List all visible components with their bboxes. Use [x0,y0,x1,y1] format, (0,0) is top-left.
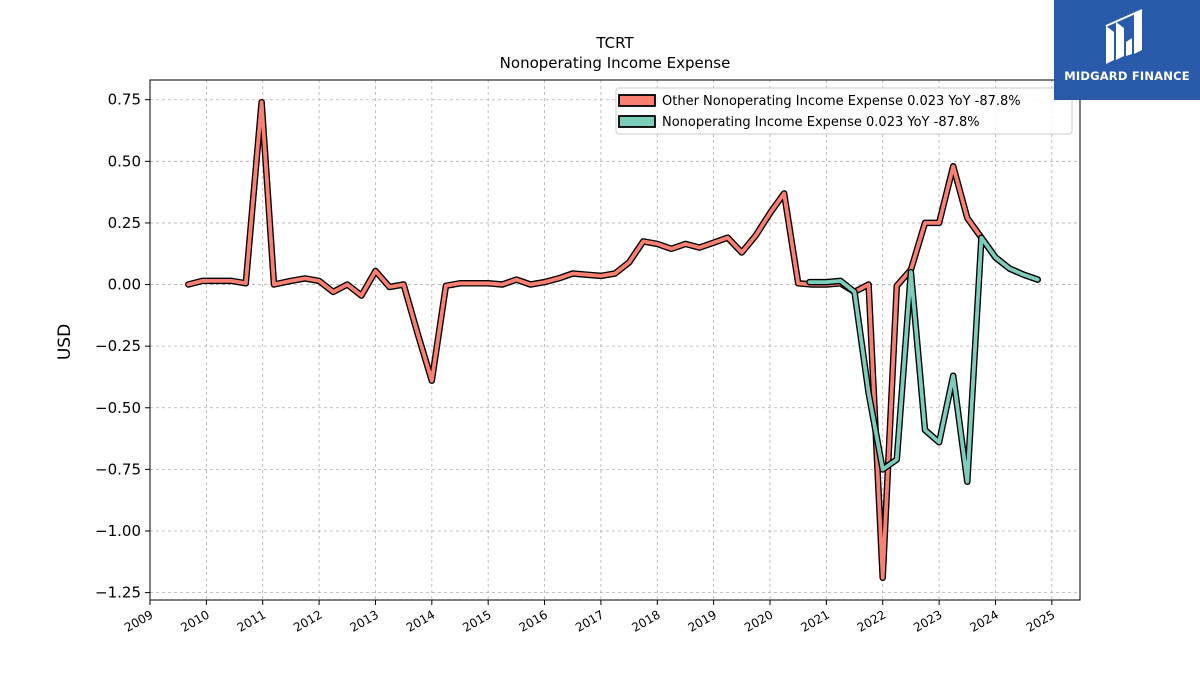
x-tick-label: 2018 [629,607,662,634]
x-tick-label: 2013 [348,607,381,634]
axis-ticks: 2009 2010 2011 2012 2013 2014 2015 2016 2017 2018… [95,91,1057,635]
y-tick-label: −0.25 [95,337,141,355]
x-tick-label: 2019 [686,607,719,634]
legend-swatch-0 [618,94,656,107]
chart-subtitle: Nonoperating Income Expense [500,54,731,72]
y-tick-label: −1.00 [95,522,141,540]
x-tick-label: 2023 [911,607,944,634]
legend-label-1: Nonoperating Income Expense 0.023 YoY -8… [662,115,980,130]
y-tick-label: −0.50 [95,399,141,417]
y-tick-label: −0.75 [95,460,141,478]
x-tick-label: 2025 [1024,607,1057,634]
y-tick-label: 0.00 [108,276,141,294]
plot-frame [149,79,1081,601]
legend[interactable]: Other Nonoperating Income Expense 0.023 … [615,87,1073,135]
x-tick-label: 2020 [742,607,775,634]
series-line-1 [807,235,1040,484]
y-tick-label: 0.50 [108,152,141,170]
grid [150,80,1080,600]
x-tick-label: 2011 [235,607,268,634]
y-tick-label: −1.25 [95,584,141,602]
series-line-0 [186,100,1040,580]
y-tick-label: 0.75 [108,91,141,109]
logo-text: MIDGARD FINANCE [1064,69,1190,83]
y-tick-label: 0.25 [108,214,141,232]
x-tick-label: 2017 [573,607,606,634]
x-tick-label: 2009 [122,607,155,634]
x-tick-label: 2010 [178,607,211,634]
series-outline-0 [185,98,1041,582]
y-axis-label: USD [55,324,75,360]
legend-label-0: Other Nonoperating Income Expense 0.023 … [662,94,1021,109]
x-tick-label: 2012 [291,607,324,634]
midgard-finance-logo: MIDGARD FINANCE [1054,0,1200,100]
x-tick-label: 2021 [798,607,831,634]
x-tick-label: 2016 [517,607,550,634]
x-tick-label: 2015 [460,607,493,634]
series-layer [185,98,1041,582]
x-tick-label: 2014 [404,607,437,634]
x-tick-label: 2024 [968,607,1001,634]
logo-mark-icon [1105,9,1143,64]
legend-box [615,87,1073,135]
legend-swatch-1 [618,115,656,128]
series-outline-1 [806,234,1041,485]
chart-title: TCRT [595,34,634,52]
x-tick-label: 2022 [855,607,888,634]
